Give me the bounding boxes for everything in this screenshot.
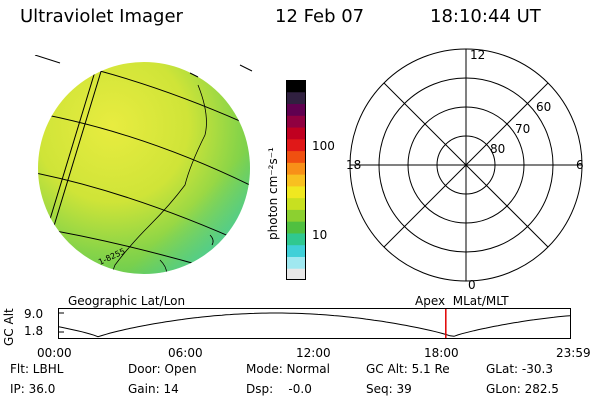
- colorbar-band: [286, 256, 306, 269]
- orbit-xtick-4: 23:59: [556, 346, 591, 360]
- colorbar-band: [286, 268, 306, 281]
- geographic-label: Geographic Lat/Lon: [68, 294, 186, 308]
- uv-image-panel: 1-8255: [34, 55, 253, 274]
- colorbar-gradient: [286, 80, 306, 281]
- polar-diagonal-2: [383, 82, 549, 248]
- altitude-curve: [58, 312, 571, 338]
- info-panel: Flt: LBHL Door: Open Mode: Normal GC Alt…: [10, 358, 595, 398]
- colorbar-band: [286, 185, 306, 199]
- colorbar-band: [286, 244, 306, 257]
- colorbar-band: [286, 174, 306, 187]
- lat-label-70: 70: [515, 122, 530, 136]
- colorbar-tick-10: 10: [312, 228, 328, 242]
- globe-rim: [38, 62, 250, 274]
- info-gc-alt: GC Alt: 5.1 Re: [366, 362, 450, 376]
- colorbar-band: [286, 162, 306, 175]
- orbit-ytick-high: 9.0: [24, 307, 44, 321]
- orbit-axis-label: GC Alt: [2, 308, 16, 346]
- app-title: Ultraviolet Imager: [20, 6, 183, 27]
- observation-time: 18:10:44 UT: [430, 6, 541, 27]
- info-mode: Mode: Normal: [246, 362, 330, 376]
- orbit-xtick-1: 06:00: [168, 346, 203, 360]
- colorbar-tick-100: 100: [312, 139, 335, 153]
- info-ip: IP: 36.0: [10, 382, 56, 396]
- mlt-label-18: 18: [346, 158, 361, 172]
- colorbar-band: [286, 209, 306, 222]
- colorbar-band: [286, 232, 306, 246]
- colorbar: [286, 80, 306, 281]
- lat-label-80: 80: [490, 142, 505, 156]
- info-door: Door: Open: [128, 362, 197, 376]
- info-seq: Seq: 39: [366, 382, 412, 396]
- orbit-plot-frame: [58, 308, 571, 339]
- info-dsp: Dsp: -0.0: [246, 382, 312, 396]
- polar-plot: 12 18 6 0 60 70 80: [346, 48, 584, 290]
- orbit-xtick-3: 18:00: [424, 346, 459, 360]
- mlt-label-6: 6: [576, 158, 584, 172]
- colorbar-band: [286, 115, 306, 128]
- orbit-xtick-2: 12:00: [296, 346, 331, 360]
- info-glon: GLon: 282.5: [486, 382, 559, 396]
- colorbar-band: [286, 221, 306, 234]
- colorbar-band: [286, 103, 306, 116]
- mlt-label-12: 12: [470, 48, 485, 62]
- info-glat: GLat: -30.3: [486, 362, 553, 376]
- info-filter: Flt: LBHL: [10, 362, 64, 376]
- colorbar-band: [286, 91, 306, 105]
- colorbar-band: [286, 150, 306, 163]
- mlt-label-0: 0: [468, 278, 476, 290]
- orbit-xtick-0: 00:00: [37, 346, 72, 360]
- observation-date: 12 Feb 07: [275, 6, 365, 27]
- colorbar-band: [286, 80, 306, 93]
- colorbar-band: [286, 127, 306, 140]
- info-gain: Gain: 14: [128, 382, 179, 396]
- colorbar-band: [286, 138, 306, 152]
- orbit-plot: [58, 308, 571, 339]
- apex-label: Apex MLat/MLT: [415, 294, 509, 308]
- colorbar-unit-label: photon cm⁻²s⁻¹: [266, 147, 280, 240]
- orbit-ytick-low: 1.8: [24, 324, 44, 338]
- lat-label-60: 60: [536, 100, 551, 114]
- colorbar-band: [286, 197, 306, 210]
